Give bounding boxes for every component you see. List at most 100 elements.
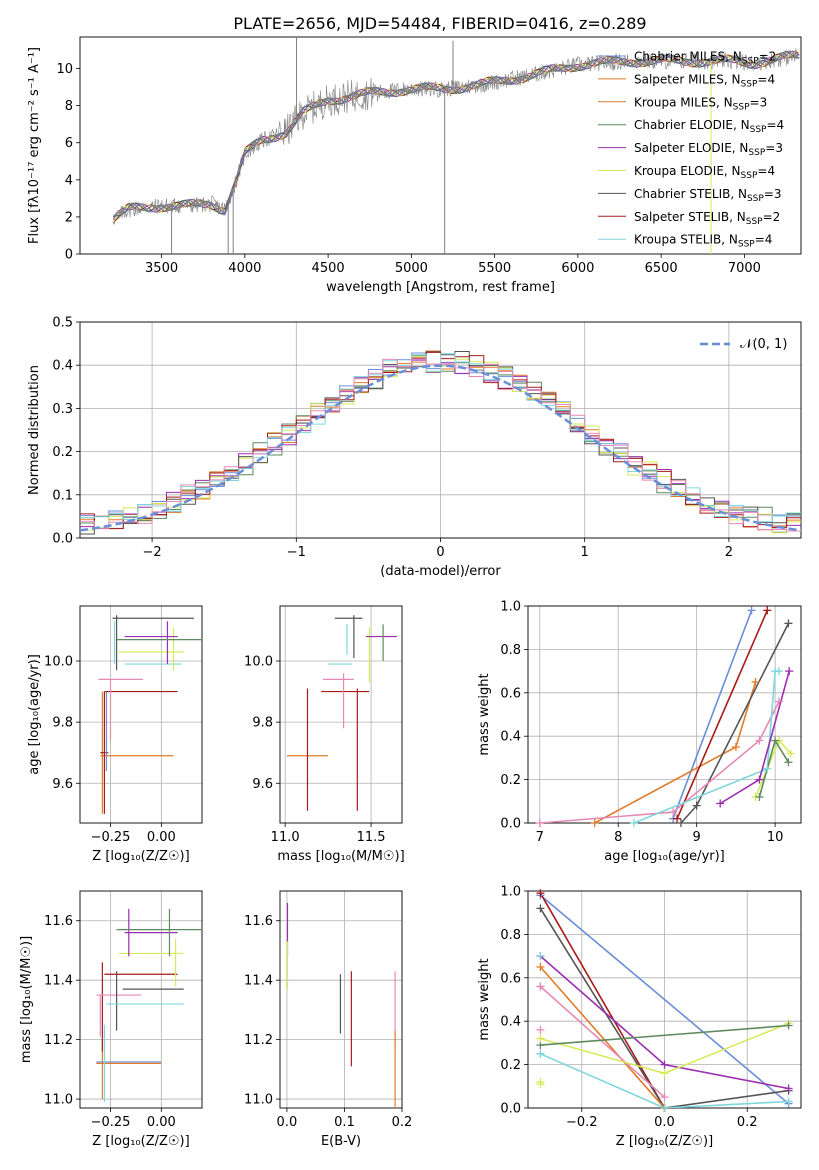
y-tick-label: 6: [65, 136, 73, 151]
legend-label: Chabrier STELIB, NSSP=3: [634, 187, 782, 204]
x-tick-label: 0.00: [147, 830, 176, 845]
y-tick-label: 0.0: [52, 532, 73, 547]
legend-label: Salpeter STELIB, NSSP=2: [634, 210, 780, 227]
legend-tail: =2: [759, 50, 777, 64]
y-tick-label: 0.6: [500, 686, 521, 701]
weight-series-line: [539, 907, 789, 1108]
y-tick-label: 0.0: [500, 1102, 521, 1117]
y-axis-label: Normed distribution: [27, 365, 42, 495]
legend-sub: SSP: [748, 148, 765, 158]
x-tick-label: 11.5: [357, 830, 386, 845]
x-tick-label: 7000: [728, 261, 761, 276]
y-tick-label: 9.8: [252, 716, 273, 731]
axes-frame: [79, 605, 203, 824]
y-tick-label: 11.6: [244, 914, 273, 929]
y-tick-label: 0.5: [52, 316, 73, 331]
panels: 3500 4000 4500 5000 5500 6000 6500 70000246810w…: [19, 36, 802, 1149]
legend-tail: =3: [750, 95, 768, 109]
age_vs_mass-panel: 11.0 11.5 9.6 9.8 10.0 mass [log₁₀(M/M☉)]: [244, 605, 405, 864]
legend-tail: =3: [765, 141, 783, 155]
y-tick-label: 0.1: [52, 488, 73, 503]
y-tick-label: 10.0: [44, 655, 73, 670]
weight-series-line: [539, 701, 780, 823]
y-tick-label: 9.6: [52, 777, 73, 792]
x-tick-label: −2: [143, 545, 162, 560]
legend-tail: =4: [757, 164, 775, 178]
x-tick-label: 0.2: [392, 1115, 413, 1130]
y-tick-label: 0.2: [500, 1058, 521, 1073]
y-tick-label: 0.3: [52, 402, 73, 417]
y-tick-label: 11.2: [244, 1033, 273, 1048]
y-tick-label: 10: [56, 62, 73, 77]
weight-series-line: [672, 610, 753, 819]
y-tick-label: 0: [65, 248, 73, 263]
figure-title: PLATE=2656, MJD=54484, FIBERID=0416, z=0…: [233, 14, 646, 33]
legend-label: Chabrier MILES, NSSP=2: [634, 50, 776, 67]
weight_vs_age-panel: 7 8 9 10 0.0 0.2 0.4 0.6 0.8 1.0 age [log₁₀(age/yr…: [477, 600, 802, 864]
weight-series-line: [540, 1024, 789, 1046]
x-tick-label: 5000: [395, 261, 428, 276]
legend-tail: =4: [766, 118, 784, 132]
x-axis-label: wavelength [Angstrom, rest frame]: [326, 280, 555, 295]
y-tick-label: 11.6: [44, 914, 73, 929]
observed-spectrum-line: [113, 48, 800, 225]
x-tick-label: 7: [536, 830, 544, 845]
x-tick-label: 1: [581, 545, 589, 560]
y-tick-label: 0.0: [500, 817, 521, 832]
legend-sub: SSP: [746, 217, 763, 227]
y-tick-label: 11.0: [244, 1093, 273, 1108]
legend-sub: SSP: [738, 240, 755, 250]
y-tick-label: 11.0: [44, 1093, 73, 1108]
legend-tail: =4: [757, 72, 775, 86]
x-axis-label: age [log₁₀(age/yr)]: [604, 849, 725, 864]
y-tick-label: 4: [65, 173, 73, 188]
y-axis-label: mass weight: [477, 958, 492, 1040]
weight-series-line: [539, 894, 790, 1105]
weight_vs_Z-panel: −0.2 0.0 0.2 0.0 0.2 0.4 0.6 0.8 1.0 Z [log₁₀(Z/Z…: [477, 885, 802, 1149]
spectrum-legend: Chabrier MILES, NSSP=2 Salpeter MILES, NS…: [598, 50, 784, 250]
legend-sub: SSP: [741, 79, 758, 89]
x-axis-label: Z [log₁₀(Z/Z☉)]: [616, 1134, 713, 1149]
x-tick-label: 0.0: [277, 1115, 298, 1130]
axes-frame: [79, 36, 802, 255]
histogram-step-line: [80, 358, 801, 532]
spectrum-panel: 3500 4000 4500 5000 5500 6000 6500 7000 0 2 4 6 8 10 w…: [27, 36, 802, 295]
x-tick-label: −0.25: [91, 1115, 131, 1130]
axes-frame: [79, 890, 203, 1109]
x-tick-label: −1: [287, 545, 306, 560]
legend-sub: SSP: [750, 125, 767, 135]
y-axis-label: Flux [fλ10⁻¹⁷ erg cm⁻² s⁻¹ A⁻¹]: [27, 47, 42, 244]
errorbars: [286, 615, 397, 811]
y-tick-label: 0.8: [500, 643, 521, 658]
legend-sub: SSP: [742, 57, 759, 67]
y-tick-label: 0.4: [52, 359, 73, 374]
y-axis-label: mass [log₁₀(M/M☉)]: [19, 936, 34, 1063]
axes-frame: [279, 890, 403, 1109]
x-tick-label: 9: [693, 830, 701, 845]
x-tick-label: 4000: [228, 261, 261, 276]
legend-sub: SSP: [733, 102, 750, 112]
y-tick-label: 1.0: [500, 885, 521, 900]
x-tick-label: 8: [614, 830, 622, 845]
x-axis-label: mass [log₁₀(M/M☉)]: [277, 849, 404, 864]
x-axis-label: Z [log₁₀(Z/Z☉)]: [92, 1134, 189, 1149]
legend-label: Kroupa ELODIE, NSSP=4: [634, 164, 775, 181]
y-tick-label: 8: [65, 99, 73, 114]
errorbars: [286, 902, 396, 1108]
x-tick-label: 6000: [561, 261, 594, 276]
residuals-panel: −2 −1 0 1 2 0.0 0.1 0.2 0.3 0.4 0.5 (data-model)/er…: [27, 316, 802, 579]
x-tick-label: 2: [725, 545, 733, 560]
y-tick-label: 11.4: [44, 974, 73, 989]
x-tick-label: 0: [436, 545, 444, 560]
weight-series-line: [539, 966, 666, 1108]
weight-series-line: [633, 670, 779, 823]
histogram-lines: [80, 350, 801, 535]
x-tick-label: 5500: [478, 261, 511, 276]
x-tick-label: −0.25: [91, 830, 131, 845]
y-tick-label: 10.0: [244, 655, 273, 670]
legend-label: Kroupa MILES, NSSP=3: [634, 95, 767, 112]
legend-sub: SSP: [747, 194, 764, 204]
weight-series-line: [594, 681, 757, 823]
x-tick-label: 6500: [645, 261, 678, 276]
x-tick-label: 11.0: [271, 830, 300, 845]
